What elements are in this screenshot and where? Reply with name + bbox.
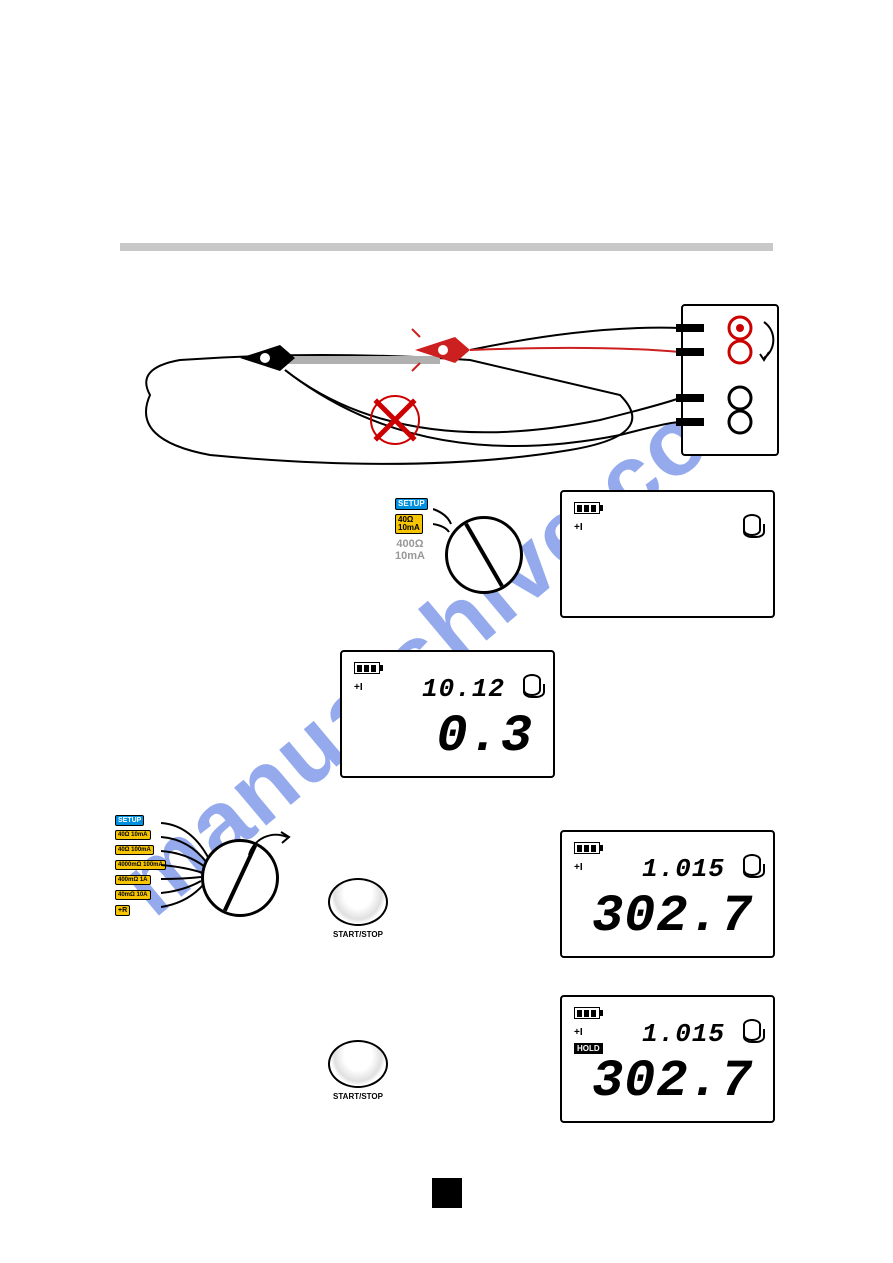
range-tag: 40Ω 100mA [115, 845, 154, 855]
button-circle-icon [328, 1040, 388, 1088]
lcd-small-value: 1.015 [642, 854, 725, 884]
range-tag-40ohm: 40Ω 10mA [395, 514, 423, 534]
dial-lead-icon [433, 506, 453, 536]
lcd-small-value: 1.015 [642, 1019, 725, 1049]
plus-i-indicator: +I [354, 682, 363, 693]
memory-icon [743, 854, 761, 876]
range-tag: 40Ω 10mA [115, 830, 151, 840]
rotary-dial-icon [445, 516, 523, 594]
page-number-box [432, 1178, 462, 1208]
range-tag: 40mΩ 10A [115, 890, 151, 900]
battery-icon [574, 502, 600, 514]
wiring-diagram [120, 300, 780, 470]
battery-icon [574, 1007, 600, 1019]
wiring-svg [120, 300, 780, 470]
range-tag: +R [115, 905, 130, 916]
lcd-display-4: +I HOLD 1.015 302.7 [560, 995, 775, 1123]
range-tag: 4000mΩ 100mA [115, 860, 166, 870]
page: manualshive.com [0, 0, 893, 1263]
range-tag: 400mΩ 1A [115, 875, 151, 885]
range-tag: SETUP [115, 815, 144, 826]
range-label-400ohm: 400Ω 10mA [395, 538, 425, 562]
cross-icon [370, 395, 420, 445]
memory-icon [743, 1019, 761, 1041]
lcd-small-value: 10.12 [422, 674, 505, 704]
battery-icon [574, 842, 600, 854]
lcd-big-value: 0.3 [436, 707, 533, 766]
button-label: START/STOP [328, 1092, 388, 1101]
dial-2-group: SETUP 40Ω 10mA 40Ω 100mA 4000mΩ 100mA 40… [115, 815, 285, 965]
button-circle-icon [328, 878, 388, 926]
start-stop-button[interactable]: START/STOP [328, 878, 388, 939]
memory-icon [743, 514, 761, 536]
lcd-display-1: +I [560, 490, 775, 618]
start-stop-button[interactable]: START/STOP [328, 1040, 388, 1101]
button-label: START/STOP [328, 930, 388, 939]
section-divider [120, 243, 773, 251]
lcd-big-value: 302.7 [592, 1052, 753, 1111]
lcd-display-2: +I 10.12 0.3 [340, 650, 555, 778]
plus-i-indicator: +I [574, 862, 583, 873]
plus-i-indicator: +I [574, 522, 583, 533]
lcd-big-value: 302.7 [592, 887, 753, 946]
battery-icon [354, 662, 380, 674]
lcd-display-3: +I 1.015 302.7 [560, 830, 775, 958]
memory-icon [523, 674, 541, 696]
range-tag-setup: SETUP [395, 498, 428, 510]
dial-1-group: SETUP 40Ω 10mA 400Ω 10mA [395, 498, 535, 618]
plus-i-indicator: +I [574, 1027, 583, 1038]
arc-arrow-icon [243, 821, 293, 861]
